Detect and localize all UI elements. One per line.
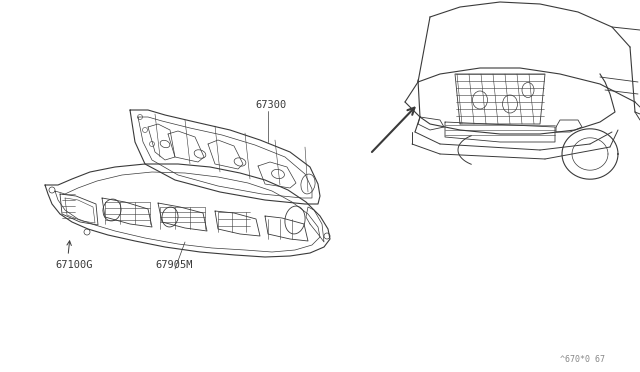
Text: 67300: 67300 <box>255 100 286 110</box>
Text: 67905M: 67905M <box>155 260 193 270</box>
Text: ^670*0 67: ^670*0 67 <box>560 355 605 364</box>
Text: 67100G: 67100G <box>55 260 93 270</box>
